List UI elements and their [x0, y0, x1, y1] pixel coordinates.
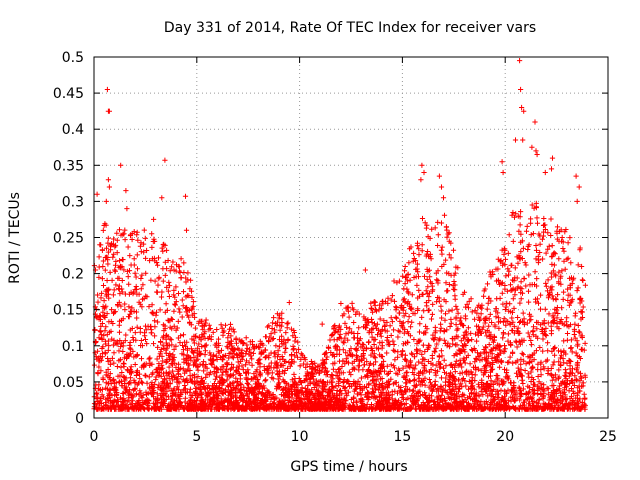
x-tick-label: 0 [90, 429, 99, 445]
axis-ticks [93, 56, 609, 419]
x-tick-label: 20 [496, 429, 514, 445]
y-tick-label: 0.4 [62, 122, 84, 138]
y-tick-label: 0 [75, 411, 84, 427]
y-tick-label: 0.45 [53, 86, 84, 102]
x-axis-label: GPS time / hours [290, 459, 407, 475]
x-tick-label: 5 [192, 429, 201, 445]
y-tick-label: 0.15 [53, 303, 84, 319]
x-tick-label: 25 [599, 429, 617, 445]
y-tick-label: 0.05 [53, 375, 84, 391]
y-tick-label: 0.35 [53, 158, 84, 174]
tick-labels: 0 5 10 15 20 25 0 0.05 0.1 0.15 0.2 0.25 0.3 0.35 0.4 0… [53, 50, 617, 445]
data-points [91, 58, 588, 412]
x-tick-label: 15 [393, 429, 411, 445]
chart-title: Day 331 of 2014, Rate Of TEC Index for r… [164, 20, 536, 36]
roti-series-markers [91, 58, 588, 412]
y-tick-label: 0.2 [62, 267, 84, 283]
y-tick-label: 0.1 [62, 339, 84, 355]
y-tick-label: 0.25 [53, 231, 84, 247]
x-tick-label: 10 [291, 429, 309, 445]
y-tick-label: 0.3 [62, 194, 84, 210]
y-axis-label: ROTI / TECUs [7, 192, 23, 284]
y-tick-label: 0.5 [62, 50, 84, 66]
